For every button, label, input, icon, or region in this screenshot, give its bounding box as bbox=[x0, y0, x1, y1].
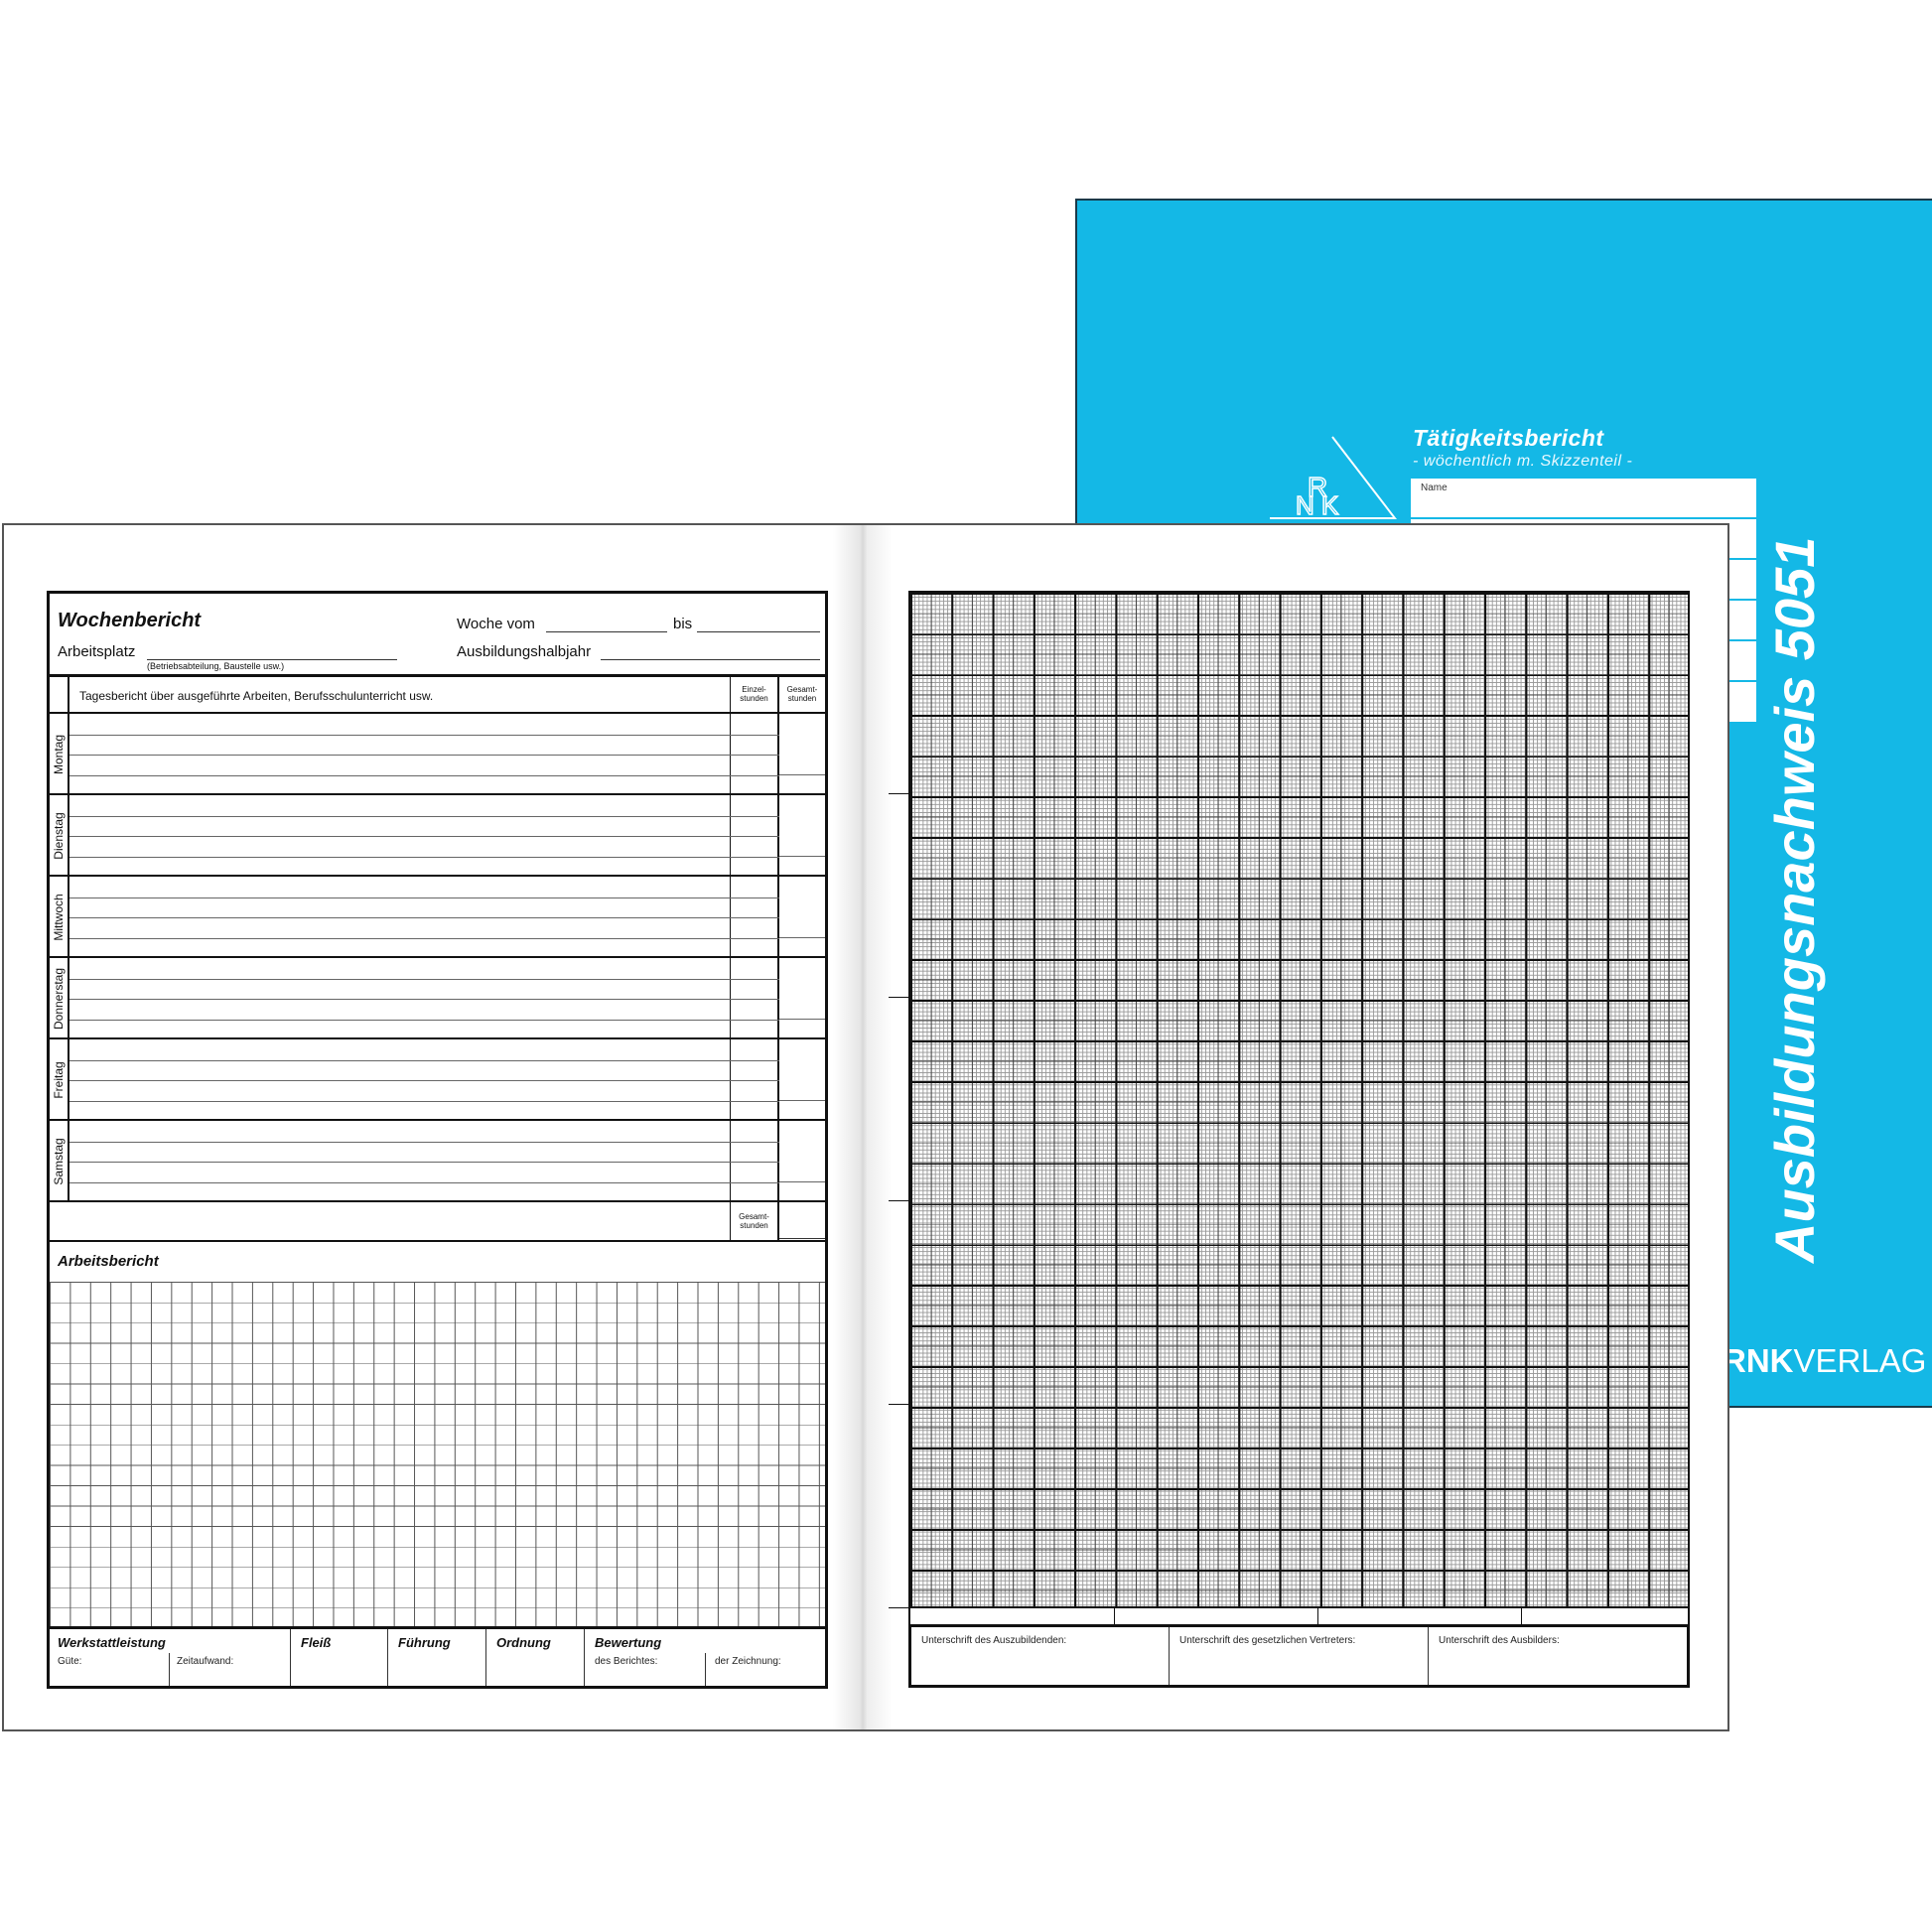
week-to-label: bis bbox=[673, 616, 693, 632]
day-label-cell: Freitag bbox=[50, 1039, 69, 1121]
time-label: Zeitaufwand: bbox=[177, 1656, 234, 1667]
day-row[interactable]: Freitag bbox=[50, 1039, 825, 1121]
writing-line bbox=[69, 917, 779, 918]
fold-mark bbox=[889, 793, 908, 794]
writing-line bbox=[69, 774, 779, 776]
cover-title: Tätigkeitsbericht bbox=[1413, 425, 1604, 451]
fold-mark bbox=[889, 1404, 908, 1405]
order-label: Ordnung bbox=[496, 1635, 551, 1650]
workplace-label: Arbeitsplatz bbox=[58, 643, 136, 660]
day-row[interactable]: Samstag bbox=[50, 1121, 825, 1202]
day-row[interactable]: Mittwoch bbox=[50, 877, 825, 958]
sig-trainee-label: Unterschrift des Auszubildenden: bbox=[921, 1635, 1067, 1646]
day-label: Donnerstag bbox=[52, 967, 66, 1031]
table-header-label: Tagesbericht über ausgeführte Arbeiten, … bbox=[79, 689, 434, 703]
writing-line bbox=[69, 856, 779, 858]
total-label: Gesamt- stunden bbox=[730, 1202, 779, 1240]
fold-mark bbox=[889, 997, 908, 998]
writing-line bbox=[69, 978, 779, 980]
total-line bbox=[779, 937, 825, 938]
svg-text:N K: N K bbox=[1296, 490, 1339, 520]
spine bbox=[833, 525, 893, 1729]
sig-trainer-label: Unterschrift des Ausbilders: bbox=[1439, 1635, 1560, 1646]
form-title: Wochenbericht bbox=[58, 610, 202, 631]
sketch-grid[interactable] bbox=[50, 1282, 825, 1629]
diligence-label: Fleiß bbox=[301, 1635, 332, 1650]
total-line bbox=[779, 1181, 825, 1182]
workshop-label: Werkstattleistung bbox=[58, 1635, 166, 1650]
conduct-label: Führung bbox=[398, 1635, 451, 1650]
day-label-cell: Mittwoch bbox=[50, 877, 69, 958]
week-from-label: Woche vom bbox=[457, 616, 535, 632]
writing-line bbox=[69, 815, 779, 817]
sig-trainer-field[interactable]: Unterschrift des Ausbilders: bbox=[1429, 1627, 1687, 1685]
writing-line bbox=[69, 836, 779, 837]
day-label-cell: Montag bbox=[50, 714, 69, 795]
sig-trainee-field[interactable]: Unterschrift des Auszubildenden: bbox=[911, 1627, 1170, 1685]
writing-line bbox=[69, 1141, 779, 1143]
workplace-hint: (Betriebsabteilung, Baustelle usw.) bbox=[147, 661, 285, 671]
open-booklet: Wochenbericht Woche vom bis Arbeitsplatz… bbox=[2, 523, 1729, 1731]
brand-logo: RNKVERLAG bbox=[1723, 1342, 1927, 1379]
writing-line bbox=[69, 937, 779, 939]
writing-line bbox=[69, 999, 779, 1000]
weekly-report-form: Wochenbericht Woche vom bis Arbeitsplatz… bbox=[47, 591, 828, 1689]
of-drawing-label: der Zeichnung: bbox=[715, 1656, 781, 1667]
signature-strip bbox=[908, 1606, 1690, 1626]
signature-row: Unterschrift des Auszubildenden: Untersc… bbox=[908, 1624, 1690, 1688]
writing-line bbox=[69, 1181, 779, 1183]
total-field[interactable] bbox=[779, 1238, 825, 1239]
fold-mark bbox=[889, 1607, 908, 1608]
week-to-field[interactable] bbox=[697, 631, 820, 632]
writing-line bbox=[69, 1080, 779, 1081]
half-year-label: Ausbildungshalbjahr bbox=[457, 643, 592, 660]
day-label-cell: Samstag bbox=[50, 1121, 69, 1202]
writing-line bbox=[69, 755, 779, 756]
fold-mark bbox=[889, 1200, 908, 1201]
workplace-field[interactable] bbox=[147, 659, 397, 660]
work-report-label: Arbeitsbericht bbox=[58, 1253, 159, 1270]
sig-guardian-field[interactable]: Unterschrift des gesetzlichen Vertreters… bbox=[1170, 1627, 1429, 1685]
total-line bbox=[779, 774, 825, 775]
total-row: Gesamt- stunden bbox=[50, 1202, 825, 1242]
cover-subtitle: - wöchentlich m. Skizzenteil - bbox=[1413, 453, 1633, 470]
writing-line bbox=[69, 1162, 779, 1163]
writing-line bbox=[69, 1100, 779, 1102]
writing-line bbox=[69, 1019, 779, 1021]
writing-line bbox=[69, 897, 779, 898]
rnk-logo-icon: R N K bbox=[1270, 436, 1397, 520]
of-report-label: des Berichtes: bbox=[595, 1656, 658, 1667]
writing-line bbox=[69, 734, 779, 736]
table-header: Tagesbericht über ausgeführte Arbeiten, … bbox=[50, 674, 825, 714]
svg-text:R: R bbox=[1308, 472, 1327, 502]
day-label: Montag bbox=[52, 734, 66, 775]
writing-line bbox=[69, 1059, 779, 1061]
rating-label: Bewertung bbox=[595, 1635, 662, 1650]
half-year-field[interactable] bbox=[601, 659, 820, 660]
day-label: Mittwoch bbox=[52, 894, 66, 941]
day-row[interactable]: Montag bbox=[50, 714, 825, 795]
day-label: Freitag bbox=[52, 1061, 66, 1099]
sig-guardian-label: Unterschrift des gesetzlichen Vertreters… bbox=[1179, 1635, 1356, 1646]
day-label-cell: Donnerstag bbox=[50, 958, 69, 1039]
col-single-hours: Einzel- stunden bbox=[730, 677, 779, 712]
name-field[interactable]: Name bbox=[1411, 479, 1756, 519]
quality-label: Güte: bbox=[58, 1656, 82, 1667]
day-row[interactable]: Dienstag bbox=[50, 795, 825, 877]
day-label: Samstag bbox=[52, 1138, 66, 1185]
evaluation-row: Werkstattleistung Güte: Zeitaufwand: Fle… bbox=[50, 1629, 825, 1686]
total-line bbox=[779, 1100, 825, 1101]
col-total-hours: Gesamt- stunden bbox=[786, 685, 818, 703]
day-row[interactable]: Donnerstag bbox=[50, 958, 825, 1039]
day-label: Dienstag bbox=[52, 812, 66, 860]
product-title: Ausbildungsnachweis 5051 bbox=[1763, 536, 1826, 1263]
day-label-cell: Dienstag bbox=[50, 795, 69, 877]
graph-paper[interactable] bbox=[908, 591, 1690, 1608]
total-line bbox=[779, 856, 825, 857]
week-from-field[interactable] bbox=[546, 631, 667, 632]
total-line bbox=[779, 1019, 825, 1020]
